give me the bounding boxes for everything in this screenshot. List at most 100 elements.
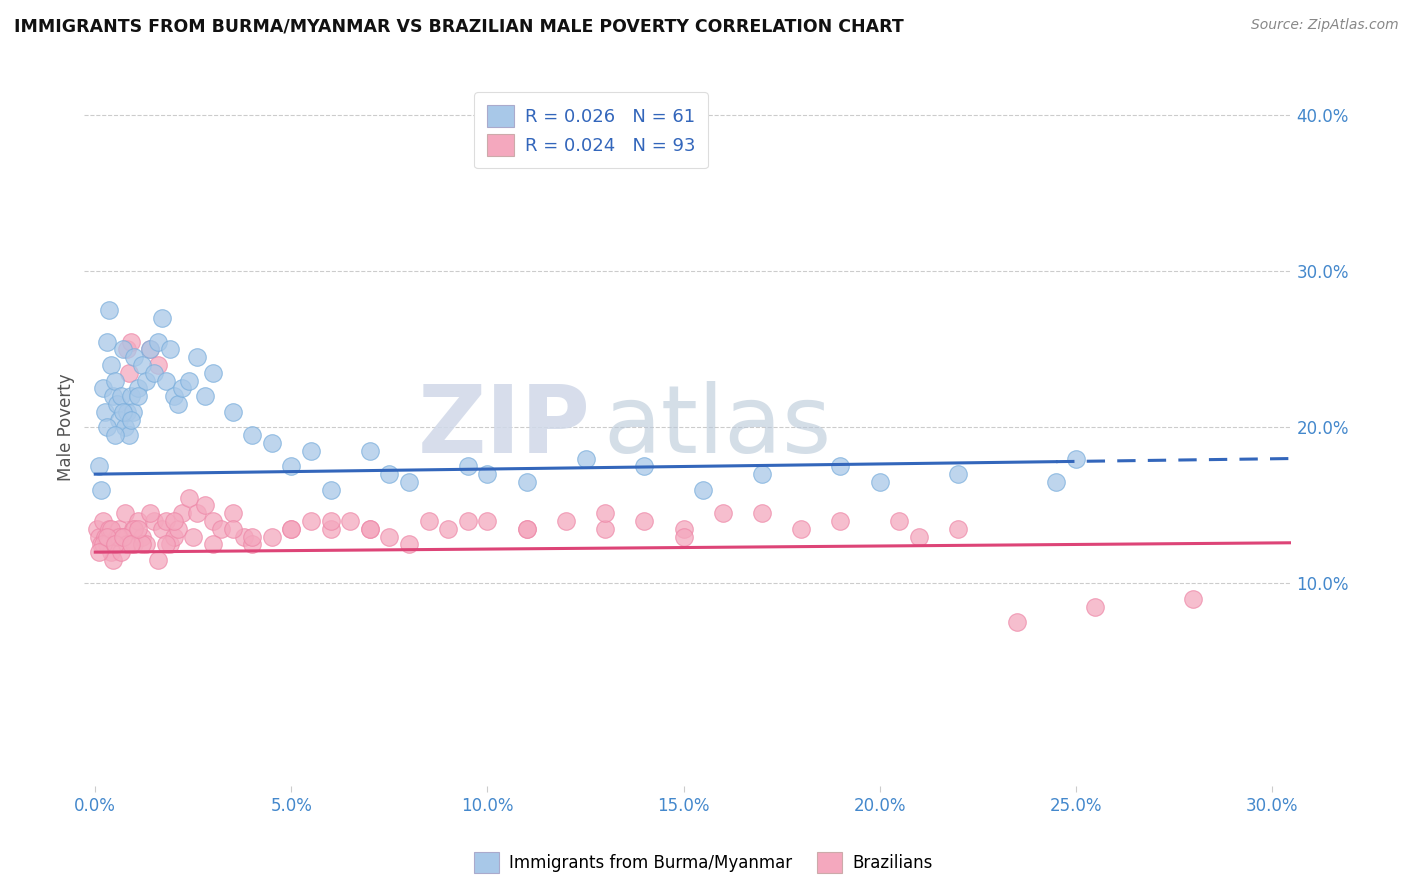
- Point: [100, 522, 122, 536]
- Point: [100, 545, 122, 559]
- Point: [86, 522, 108, 536]
- Point: [105, 397, 128, 411]
- Point: [554, 514, 576, 528]
- Point: [115, 343, 138, 357]
- Point: [260, 436, 283, 450]
- Point: [908, 529, 931, 543]
- Point: [692, 483, 714, 497]
- Point: [359, 522, 381, 536]
- Point: [96, 529, 118, 543]
- Point: [146, 334, 169, 349]
- Point: [146, 553, 169, 567]
- Point: [89, 529, 111, 543]
- Point: [127, 514, 149, 528]
- Point: [186, 350, 208, 364]
- Point: [889, 514, 911, 528]
- Point: [339, 514, 361, 528]
- Text: Source: ZipAtlas.com: Source: ZipAtlas.com: [1251, 18, 1399, 32]
- Point: [1064, 451, 1087, 466]
- Point: [120, 537, 142, 551]
- Point: [155, 374, 177, 388]
- Point: [260, 529, 283, 543]
- Point: [830, 459, 852, 474]
- Point: [111, 405, 134, 419]
- Point: [124, 522, 146, 536]
- Point: [104, 374, 127, 388]
- Point: [150, 522, 173, 536]
- Point: [155, 514, 177, 528]
- Point: [131, 358, 153, 372]
- Point: [117, 428, 139, 442]
- Point: [114, 420, 136, 434]
- Point: [946, 467, 969, 482]
- Point: [186, 506, 208, 520]
- Point: [299, 443, 322, 458]
- Point: [516, 475, 538, 489]
- Point: [319, 483, 342, 497]
- Point: [163, 529, 186, 543]
- Point: [89, 545, 111, 559]
- Point: [111, 343, 134, 357]
- Point: [1005, 615, 1028, 630]
- Point: [108, 412, 131, 426]
- Point: [127, 389, 149, 403]
- Point: [159, 537, 181, 551]
- Point: [91, 537, 114, 551]
- Point: [115, 537, 138, 551]
- Point: [1045, 475, 1067, 489]
- Point: [946, 522, 969, 536]
- Point: [94, 529, 117, 543]
- Point: [120, 334, 142, 349]
- Point: [101, 553, 124, 567]
- Point: [94, 405, 117, 419]
- Point: [135, 537, 157, 551]
- Point: [117, 366, 139, 380]
- Point: [124, 537, 146, 551]
- Point: [143, 514, 166, 528]
- Point: [299, 514, 322, 528]
- Point: [170, 381, 193, 395]
- Point: [790, 522, 813, 536]
- Point: [221, 405, 243, 419]
- Point: [170, 506, 193, 520]
- Point: [378, 467, 401, 482]
- Point: [201, 366, 224, 380]
- Point: [127, 522, 149, 536]
- Point: [280, 522, 302, 536]
- Point: [398, 537, 420, 551]
- Point: [194, 499, 217, 513]
- Point: [114, 506, 136, 520]
- Point: [159, 343, 181, 357]
- Point: [751, 506, 773, 520]
- Point: [121, 405, 143, 419]
- Point: [418, 514, 440, 528]
- Point: [111, 529, 134, 543]
- Point: [146, 358, 169, 372]
- Point: [633, 459, 655, 474]
- Point: [90, 483, 112, 497]
- Point: [120, 389, 142, 403]
- Point: [201, 514, 224, 528]
- Point: [96, 334, 118, 349]
- Point: [124, 350, 146, 364]
- Point: [91, 514, 114, 528]
- Point: [143, 366, 166, 380]
- Point: [751, 467, 773, 482]
- Legend: Immigrants from Burma/Myanmar, Brazilians: Immigrants from Burma/Myanmar, Brazilian…: [467, 846, 939, 880]
- Text: IMMIGRANTS FROM BURMA/MYANMAR VS BRAZILIAN MALE POVERTY CORRELATION CHART: IMMIGRANTS FROM BURMA/MYANMAR VS BRAZILI…: [14, 18, 904, 36]
- Point: [233, 529, 256, 543]
- Point: [240, 428, 263, 442]
- Point: [135, 374, 157, 388]
- Point: [121, 522, 143, 536]
- Point: [179, 491, 201, 505]
- Text: atlas: atlas: [603, 382, 831, 474]
- Point: [108, 529, 131, 543]
- Point: [209, 522, 232, 536]
- Point: [280, 522, 302, 536]
- Point: [111, 529, 134, 543]
- Point: [163, 389, 186, 403]
- Point: [477, 514, 499, 528]
- Point: [104, 537, 127, 551]
- Point: [139, 343, 162, 357]
- Point: [127, 381, 149, 395]
